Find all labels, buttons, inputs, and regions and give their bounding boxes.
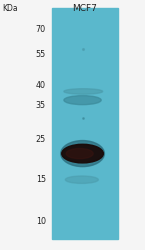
Text: KDa: KDa	[2, 4, 18, 14]
Ellipse shape	[62, 144, 103, 163]
Text: 35: 35	[36, 100, 46, 110]
Text: 70: 70	[36, 25, 46, 34]
Ellipse shape	[61, 140, 104, 167]
Ellipse shape	[64, 96, 101, 105]
Text: 25: 25	[36, 136, 46, 144]
Ellipse shape	[65, 176, 98, 184]
Ellipse shape	[64, 89, 103, 94]
Bar	[52, 8, 118, 239]
Text: 10: 10	[36, 218, 46, 226]
Text: 15: 15	[36, 175, 46, 184]
Text: MCF7: MCF7	[72, 4, 97, 14]
Text: 40: 40	[36, 81, 46, 90]
Ellipse shape	[66, 148, 93, 159]
Text: 55: 55	[36, 50, 46, 59]
